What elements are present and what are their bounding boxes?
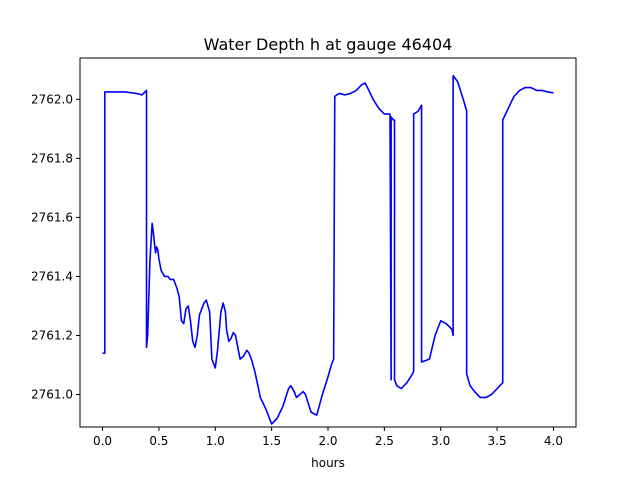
x-tick-label: 2.5 [375,434,394,448]
x-tick-label: 0.0 [93,434,112,448]
x-tick-label: 1.5 [262,434,281,448]
y-tick-label: 2761.2 [31,328,73,342]
x-tick-label: 3.0 [431,434,450,448]
x-tick-label: 2.0 [318,434,337,448]
x-axis: 0.0 0.5 1.0 1.5 2.0 2.5 3.0 3.5 4.0 [93,427,563,448]
x-tick-label: 3.5 [488,434,507,448]
plot-area [102,74,554,425]
y-tick-label: 2762.0 [31,92,73,106]
axes-frame [79,57,577,428]
chart-title: Water Depth h at gauge 46404 [204,35,453,54]
y-axis: 2761.0 2761.2 2761.4 2761.6 2761.8 2762.0 [31,92,80,402]
series-line-1 [102,74,554,425]
y-tick-label: 2761.6 [31,210,73,224]
y-tick-label: 2761.0 [31,388,73,402]
x-axis-label: hours [311,456,345,470]
x-tick-label: 4.0 [544,434,563,448]
y-tick-label: 2761.4 [31,269,73,283]
x-tick-label: 1.0 [206,434,225,448]
x-tick-label: 0.5 [149,434,168,448]
y-tick-label: 2761.8 [31,151,73,165]
